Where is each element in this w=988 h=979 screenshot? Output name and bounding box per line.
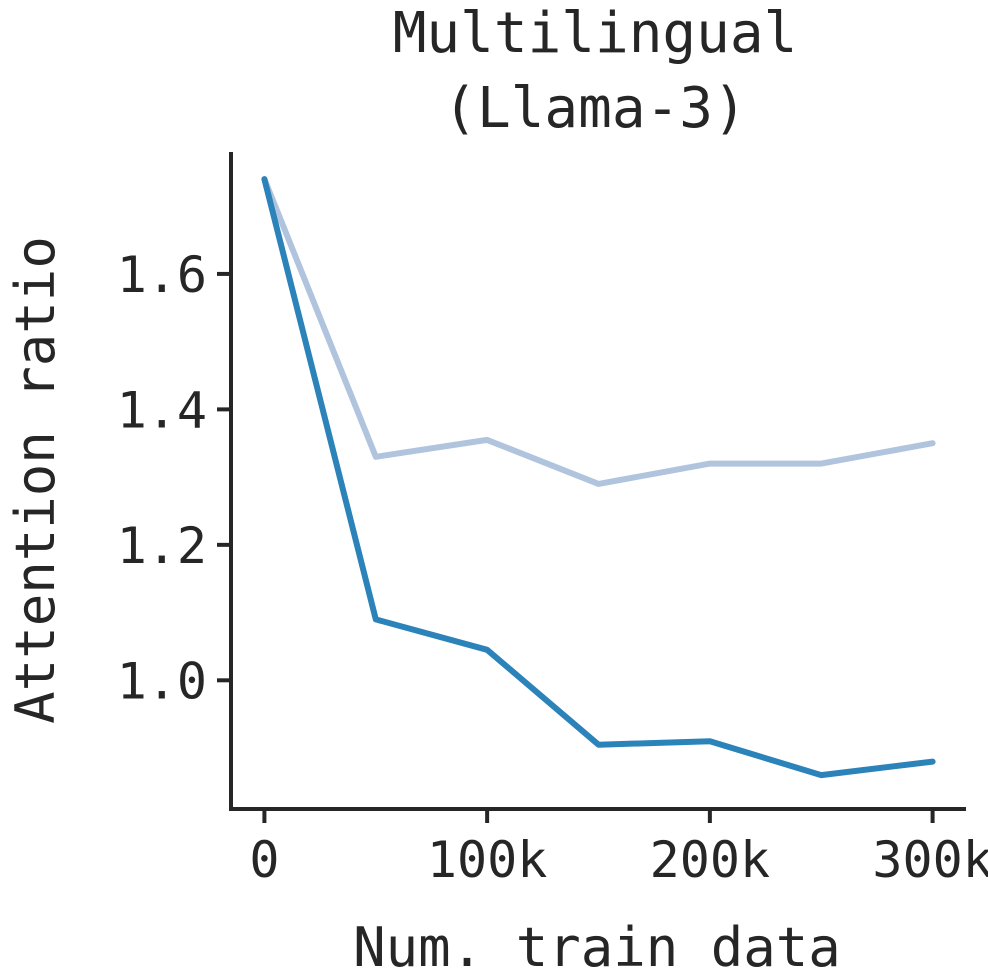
y-tick-label: 1.6 xyxy=(117,246,207,304)
x-tick-label: 0 xyxy=(249,831,279,889)
x-tick-label: 300k xyxy=(872,831,988,889)
y-tick-label: 1.0 xyxy=(117,652,207,710)
chart-title-line-1: Multilingual xyxy=(393,1,798,66)
y-tick-label: 1.2 xyxy=(117,517,207,575)
series-layer xyxy=(261,176,936,779)
tick-layer: 0 100k 200k 300k 1.0 1.2 1.4 1.6 xyxy=(117,246,988,889)
series-line-2 xyxy=(261,176,936,779)
x-tick-label: 200k xyxy=(650,831,770,889)
x-tick-label: 100k xyxy=(427,831,547,889)
x-axis-label: Num. train data xyxy=(353,916,841,979)
y-axis-label: Attention ratio xyxy=(4,236,67,724)
y-tick-label: 1.4 xyxy=(117,381,207,439)
chart-title-line-2: (Llama-3) xyxy=(443,76,746,141)
series-line-1 xyxy=(261,176,936,487)
